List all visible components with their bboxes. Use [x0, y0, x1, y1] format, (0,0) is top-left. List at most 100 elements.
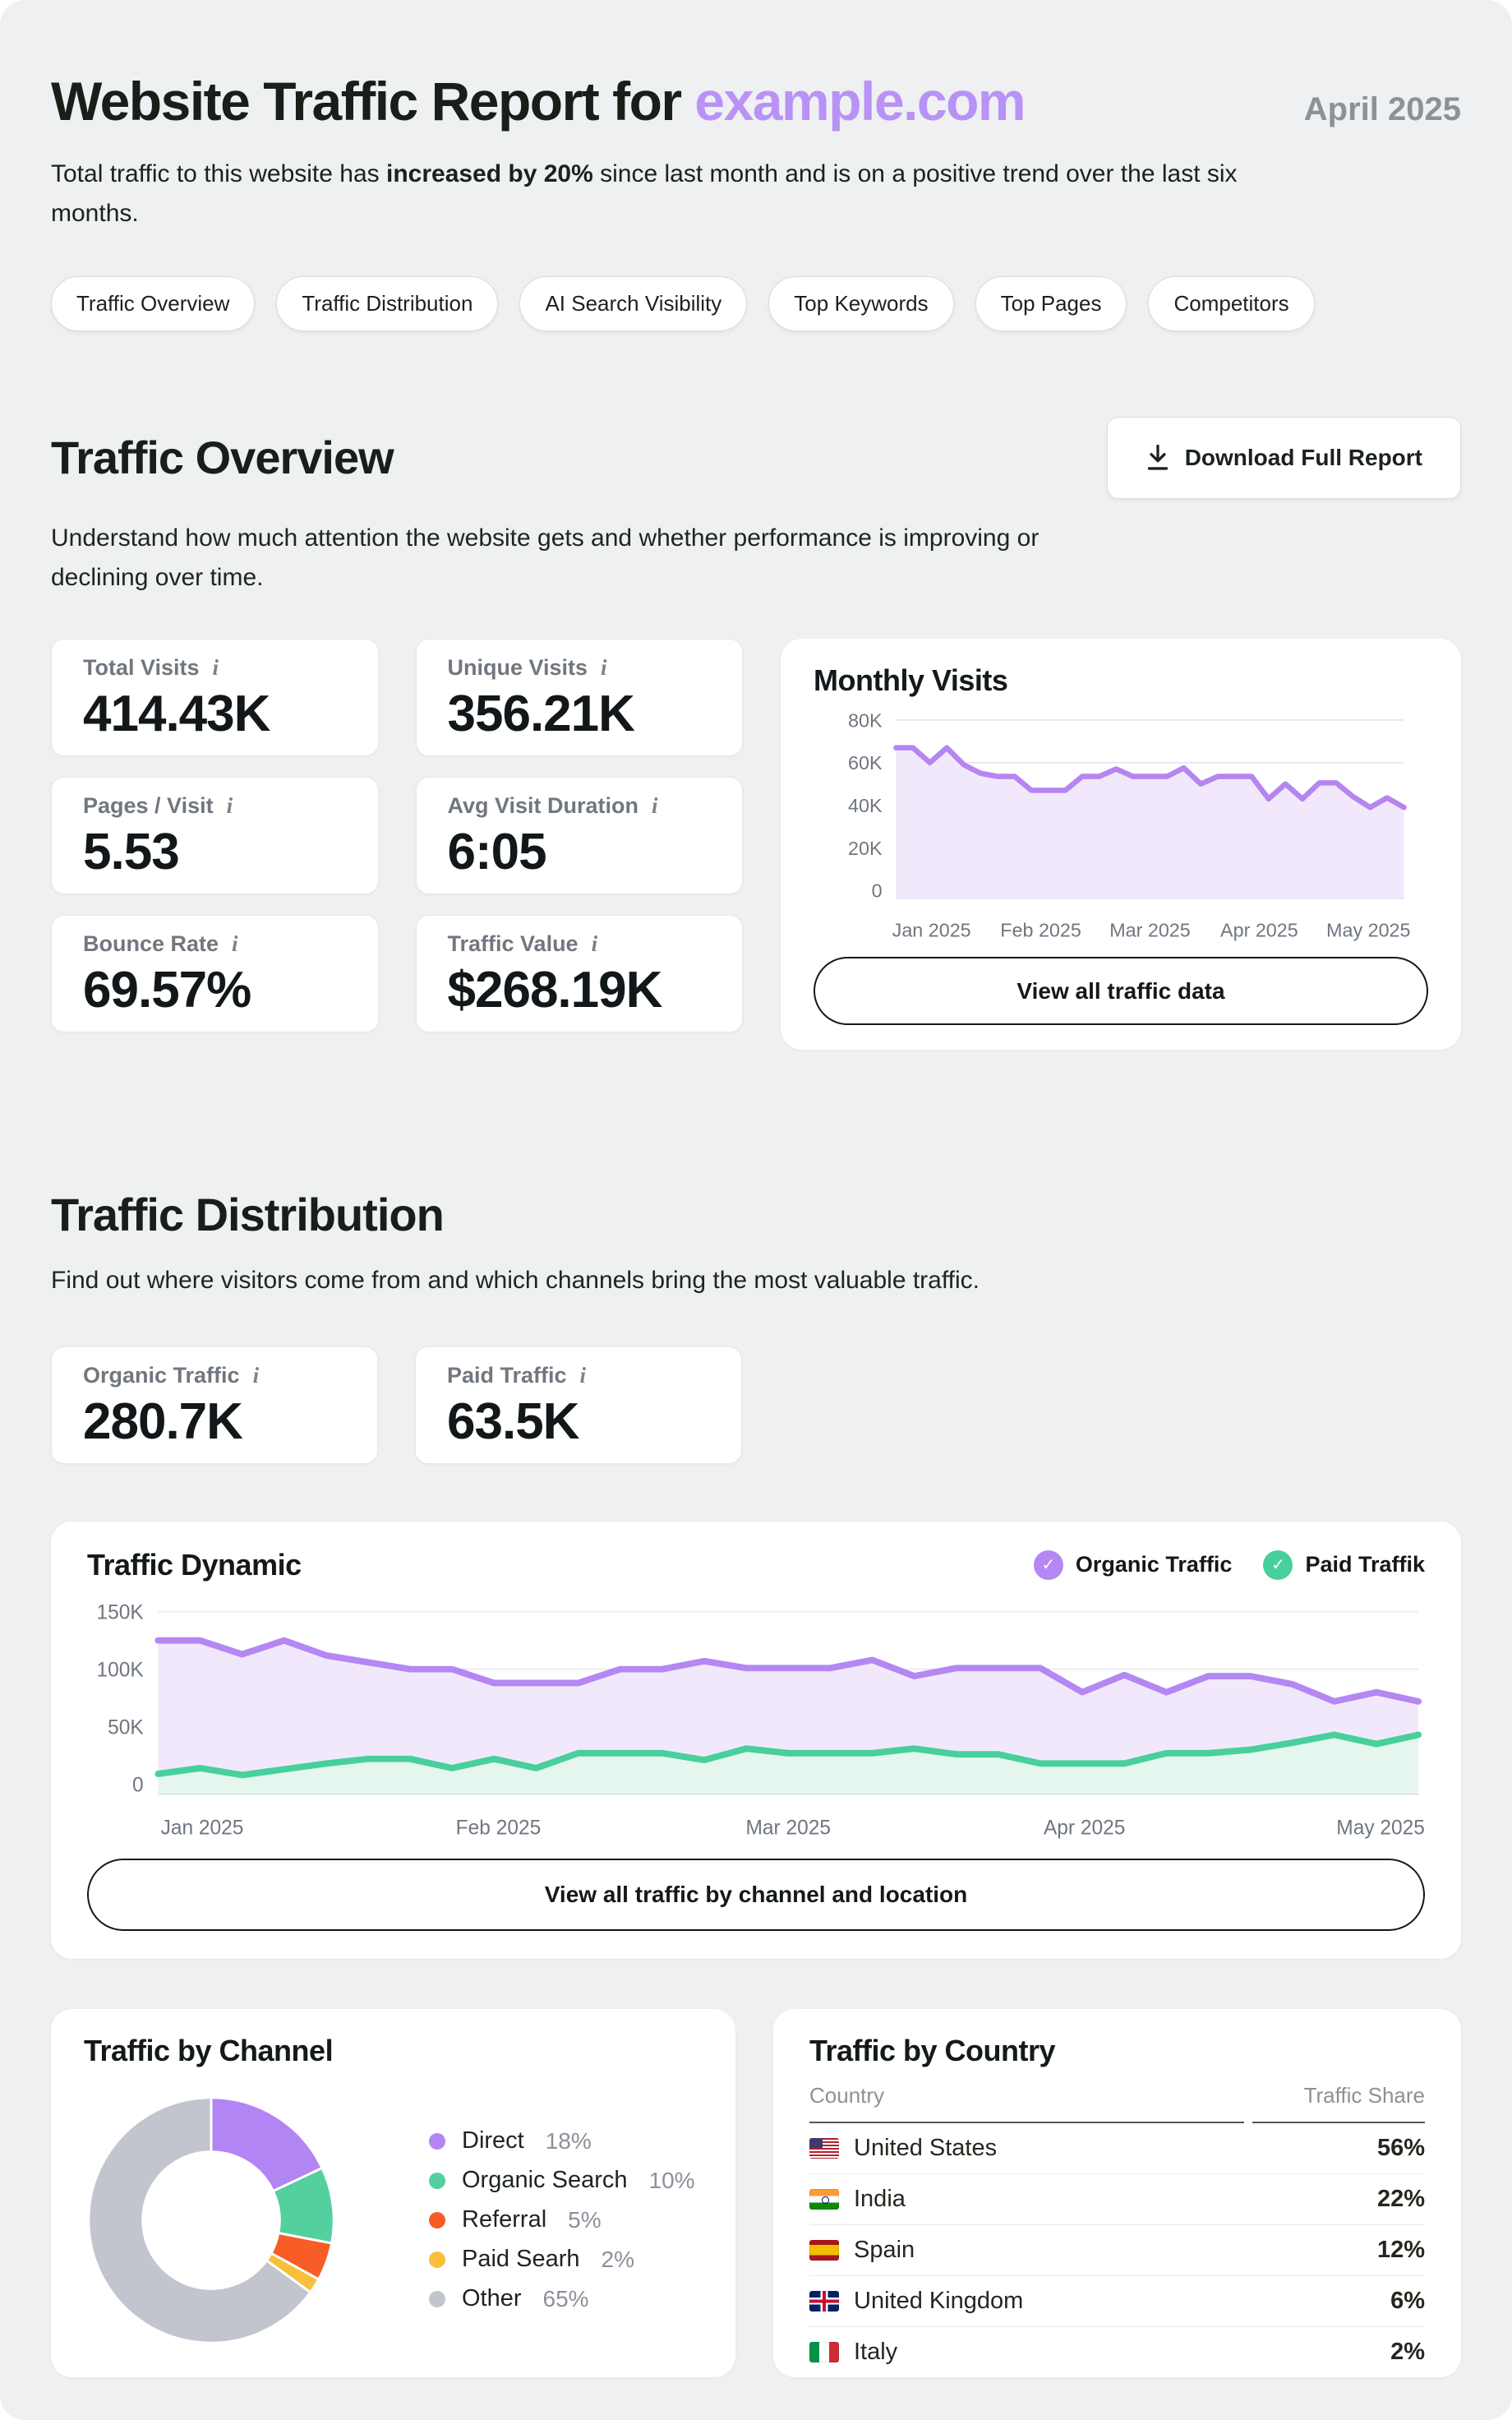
spain-flag-icon	[809, 2239, 839, 2261]
svg-text:Feb 2025: Feb 2025	[1000, 919, 1081, 940]
stat-card-bounce-rate: Bounce Rate i 69.57%	[51, 914, 379, 1032]
info-icon[interactable]: i	[232, 931, 238, 956]
report-period: April 2025	[1303, 91, 1461, 127]
svg-text:20K: 20K	[848, 838, 883, 859]
intro-text: Total traffic to this website has increa…	[51, 159, 1238, 227]
legend-dot	[429, 2172, 445, 2189]
info-icon[interactable]: i	[212, 654, 219, 680]
monthly-visits-card: Monthly Visits 0 20K 40K 60K 80K Jan 2025 Feb …	[781, 638, 1461, 1050]
svg-text:Apr 2025: Apr 2025	[1044, 1817, 1125, 1839]
svg-text:60K: 60K	[848, 752, 883, 774]
stat-value: $268.19K	[447, 961, 663, 1018]
nav-pill-top-keywords[interactable]: Top Keywords	[768, 275, 954, 331]
section-nav: Traffic Overview Traffic Distribution AI…	[51, 275, 1461, 331]
legend-dot	[429, 2251, 445, 2268]
uk-flag-icon	[809, 2290, 839, 2311]
svg-text:May 2025: May 2025	[1326, 919, 1410, 940]
svg-text:Mar 2025: Mar 2025	[745, 1817, 831, 1839]
view-all-channel-location-button[interactable]: View all traffic by channel and location	[87, 1859, 1425, 1932]
check-icon: ✓	[1033, 1549, 1063, 1580]
stat-card-pages-per-visit: Pages / Visit i 5.53	[51, 776, 379, 894]
info-icon[interactable]: i	[601, 654, 607, 680]
svg-text:100K: 100K	[96, 1659, 144, 1681]
traffic-dynamic-chart: 0 50K 100K 150K Jan 2025 Feb 2025 Mar 2025 Apr …	[96, 1601, 1425, 1839]
legend-dot	[429, 2211, 445, 2228]
distribution-description: Find out where visitors come from and wh…	[51, 1266, 980, 1294]
stat-value: 356.21K	[447, 685, 635, 742]
legend-referral: Referral 5%	[429, 2206, 695, 2233]
stat-card-avg-visit-duration: Avg Visit Duration i 6:05	[415, 776, 743, 894]
svg-text:May 2025: May 2025	[1336, 1817, 1425, 1839]
legend-organic-traffic: ✓ Organic Traffic	[1033, 1549, 1232, 1580]
download-icon	[1146, 444, 1170, 471]
channel-legend: Direct 18% Organic Search 10% Referral 5% P…	[429, 2127, 695, 2312]
distribution-stats: Organic Traffic i 280.7K Paid Traffic i 63…	[51, 1346, 1461, 1464]
info-icon[interactable]: i	[226, 792, 233, 818]
nav-pill-traffic-distribution[interactable]: Traffic Distribution	[276, 275, 499, 331]
svg-text:0: 0	[132, 1774, 144, 1796]
legend-other: Other 65%	[429, 2285, 695, 2312]
svg-text:150K: 150K	[96, 1601, 144, 1623]
intro-highlight: increased by 20%	[385, 159, 593, 187]
traffic-by-country-title: Traffic by Country	[809, 2033, 1056, 2067]
info-icon[interactable]: i	[652, 792, 658, 818]
table-row-spain: Spain 12%	[809, 2225, 1425, 2276]
svg-text:Jan 2025: Jan 2025	[892, 919, 971, 940]
stat-value: 69.57%	[83, 961, 251, 1018]
stat-card-unique-visits: Unique Visits i 356.21K	[415, 638, 743, 756]
nav-pill-traffic-overview[interactable]: Traffic Overview	[51, 275, 256, 331]
nav-pill-competitors[interactable]: Competitors	[1148, 275, 1315, 331]
traffic-dynamic-legend: ✓ Organic Traffic ✓ Paid Traffik	[1033, 1549, 1425, 1580]
nav-pill-top-pages[interactable]: Top Pages	[975, 275, 1127, 331]
info-icon[interactable]: i	[579, 1362, 587, 1388]
table-row-india: India 22%	[809, 2174, 1425, 2225]
svg-text:0: 0	[872, 880, 883, 902]
svg-text:80K: 80K	[848, 709, 883, 731]
overview-description: Understand how much attention the websit…	[51, 524, 1040, 591]
table-row-united-kingdom: United Kingdom 6%	[809, 2276, 1425, 2327]
info-icon[interactable]: i	[252, 1362, 260, 1388]
overview-section-header: Traffic Overview Download Full Report	[51, 416, 1461, 499]
check-icon: ✓	[1263, 1549, 1293, 1580]
legend-direct: Direct 18%	[429, 2127, 695, 2154]
traffic-by-channel-donut	[87, 2096, 335, 2344]
svg-text:50K: 50K	[108, 1716, 144, 1739]
traffic-dynamic-title: Traffic Dynamic	[87, 1547, 302, 1582]
overview-stats: Total Visits i 414.43K Unique Visits i 356…	[51, 638, 743, 1050]
italy-flag-icon	[809, 2341, 839, 2362]
overview-grid: Total Visits i 414.43K Unique Visits i 356…	[51, 638, 1461, 1050]
us-flag-icon	[809, 2137, 839, 2159]
stat-value: 6:05	[447, 823, 547, 880]
table-row-united-states: United States 56%	[809, 2123, 1425, 2174]
page-title: Website Traffic Report for example.com	[51, 71, 1026, 132]
traffic-by-country-card: Traffic by Country Country Traffic Share…	[773, 2008, 1461, 2378]
distribution-heading: Traffic Distribution	[51, 1188, 445, 1240]
traffic-by-channel-title: Traffic by Channel	[84, 2033, 334, 2067]
stat-card-organic-traffic: Organic Traffic i 280.7K	[51, 1346, 378, 1464]
traffic-dynamic-card: Traffic Dynamic ✓ Organic Traffic ✓ Paid…	[51, 1521, 1461, 1959]
india-flag-icon	[809, 2188, 839, 2210]
stat-value: 5.53	[83, 823, 180, 880]
stat-card-paid-traffic: Paid Traffic i 63.5K	[415, 1346, 742, 1464]
svg-text:Mar 2025: Mar 2025	[1109, 919, 1191, 940]
view-all-traffic-data-button[interactable]: View all traffic data	[814, 957, 1428, 1025]
svg-text:Apr 2025: Apr 2025	[1220, 919, 1298, 940]
country-table-header: Country Traffic Share	[809, 2083, 1425, 2123]
overview-heading: Traffic Overview	[51, 432, 394, 484]
svg-text:40K: 40K	[848, 795, 883, 816]
table-row-italy: Italy 2%	[809, 2327, 1425, 2378]
stat-value: 280.7K	[83, 1392, 243, 1450]
legend-paid-traffic: ✓ Paid Traffik	[1263, 1549, 1425, 1580]
stat-value: 414.43K	[83, 685, 270, 742]
monthly-visits-chart: 0 20K 40K 60K 80K Jan 2025 Feb 2025 Mar 2025 Apr…	[848, 709, 1410, 940]
stat-card-traffic-value: Traffic Value i $268.19K	[415, 914, 743, 1032]
nav-pill-ai-search-visibility[interactable]: AI Search Visibility	[519, 275, 748, 331]
svg-text:Jan 2025: Jan 2025	[161, 1817, 244, 1839]
stat-value: 63.5K	[447, 1392, 579, 1450]
legend-organic-search: Organic Search 10%	[429, 2167, 695, 2194]
report-domain: example.com	[694, 71, 1026, 132]
download-report-button[interactable]: Download Full Report	[1106, 416, 1461, 499]
legend-dot	[429, 2132, 445, 2150]
info-icon[interactable]: i	[591, 931, 598, 956]
